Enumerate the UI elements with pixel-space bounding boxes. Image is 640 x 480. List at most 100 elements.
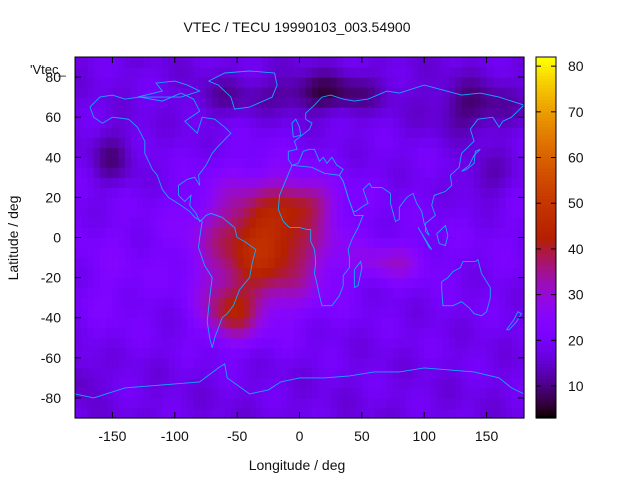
heat-cell [249,397,257,409]
heat-cell [174,57,182,68]
heat-cell [417,187,425,198]
heat-cell [449,227,457,239]
heat-cell [424,347,432,359]
heat-cell [499,387,506,399]
heat-cell [243,117,251,128]
heat-cell [293,217,301,229]
heat-cell [368,327,375,339]
heat-cell [330,317,338,329]
heat-cell [205,57,213,68]
heat-cell [467,297,475,309]
colorbar-segment [536,378,556,383]
heat-cell [193,267,201,279]
heat-cell [249,127,257,138]
heat-cell [218,117,226,128]
heat-cell [368,367,375,379]
heat-cell [505,247,513,259]
heat-cell [374,207,382,219]
heat-cell [411,367,419,379]
heat-cell [118,157,126,168]
colorbar-segment [536,321,556,326]
heat-cell [436,247,444,259]
heat-cell [368,77,375,88]
heat-cell [442,57,450,68]
heat-cell [399,327,407,339]
heat-cell [305,407,313,419]
heat-cell [299,407,307,419]
heat-cell [324,277,332,289]
heat-cell [143,277,151,289]
heat-cell [424,117,432,128]
heat-cell [399,377,407,389]
heat-cell [243,197,251,209]
heat-cell [249,337,257,349]
heat-cell [162,57,170,68]
heat-cell [330,347,338,359]
heat-cell [430,87,438,98]
heat-cell [218,307,226,319]
heat-cell [499,237,506,249]
heat-cell [467,137,475,148]
heat-cell [262,357,269,369]
heat-cell [467,357,475,369]
heat-cell [174,307,182,319]
heat-cell [243,87,251,98]
heat-cell [355,287,363,299]
heat-cell [449,377,457,389]
heat-cell [255,347,263,359]
heat-cell [87,397,95,409]
heat-cell [243,107,251,118]
heat-cell [212,147,220,158]
colorbar-segment [536,57,556,61]
heat-cell [75,277,82,289]
heat-cell [156,297,163,309]
heat-cell [349,147,357,158]
heat-cell [461,247,469,259]
heat-cell [193,297,201,309]
heat-cell [75,407,82,419]
heat-cell [417,277,425,289]
heat-cell [324,197,332,209]
heat-cell [449,287,457,299]
colorbar-segment [536,243,556,248]
heat-cell [461,397,469,409]
heat-cell [393,247,400,259]
heat-cell [461,57,469,68]
heat-cell [424,107,432,118]
heat-cell [311,407,319,419]
heat-cell [255,167,263,178]
heat-cell [505,147,513,158]
coastline-11 [436,224,449,247]
heat-cell [499,307,506,319]
heat-cell [499,247,506,259]
heat-cell [399,397,407,409]
colorbar-tick-label: 50 [568,195,584,211]
heat-cell [280,137,288,148]
heat-cell [205,387,213,399]
heat-cell [480,107,488,118]
heat-cell [124,297,132,309]
heat-cell [474,87,481,98]
heat-cell [262,177,269,188]
heat-cell [255,57,263,68]
heat-cell [249,177,257,188]
heat-cell [224,377,232,389]
heat-cell [293,57,301,68]
heat-cell [243,177,251,188]
heat-cell [249,377,257,389]
heat-cell [143,217,151,229]
heat-cell [467,377,475,389]
heat-cell [212,397,220,409]
heat-cell [474,167,481,178]
heat-cell [118,57,126,68]
heat-cell [405,77,413,88]
heat-cell [311,217,319,229]
heat-cell [343,207,350,219]
heat-cell [330,357,338,369]
heat-cell [168,407,176,419]
colorbar-segment [536,333,556,338]
heat-cell [205,217,213,229]
heat-cell [442,87,450,98]
heat-cell [424,217,432,229]
heat-cell [461,127,469,138]
